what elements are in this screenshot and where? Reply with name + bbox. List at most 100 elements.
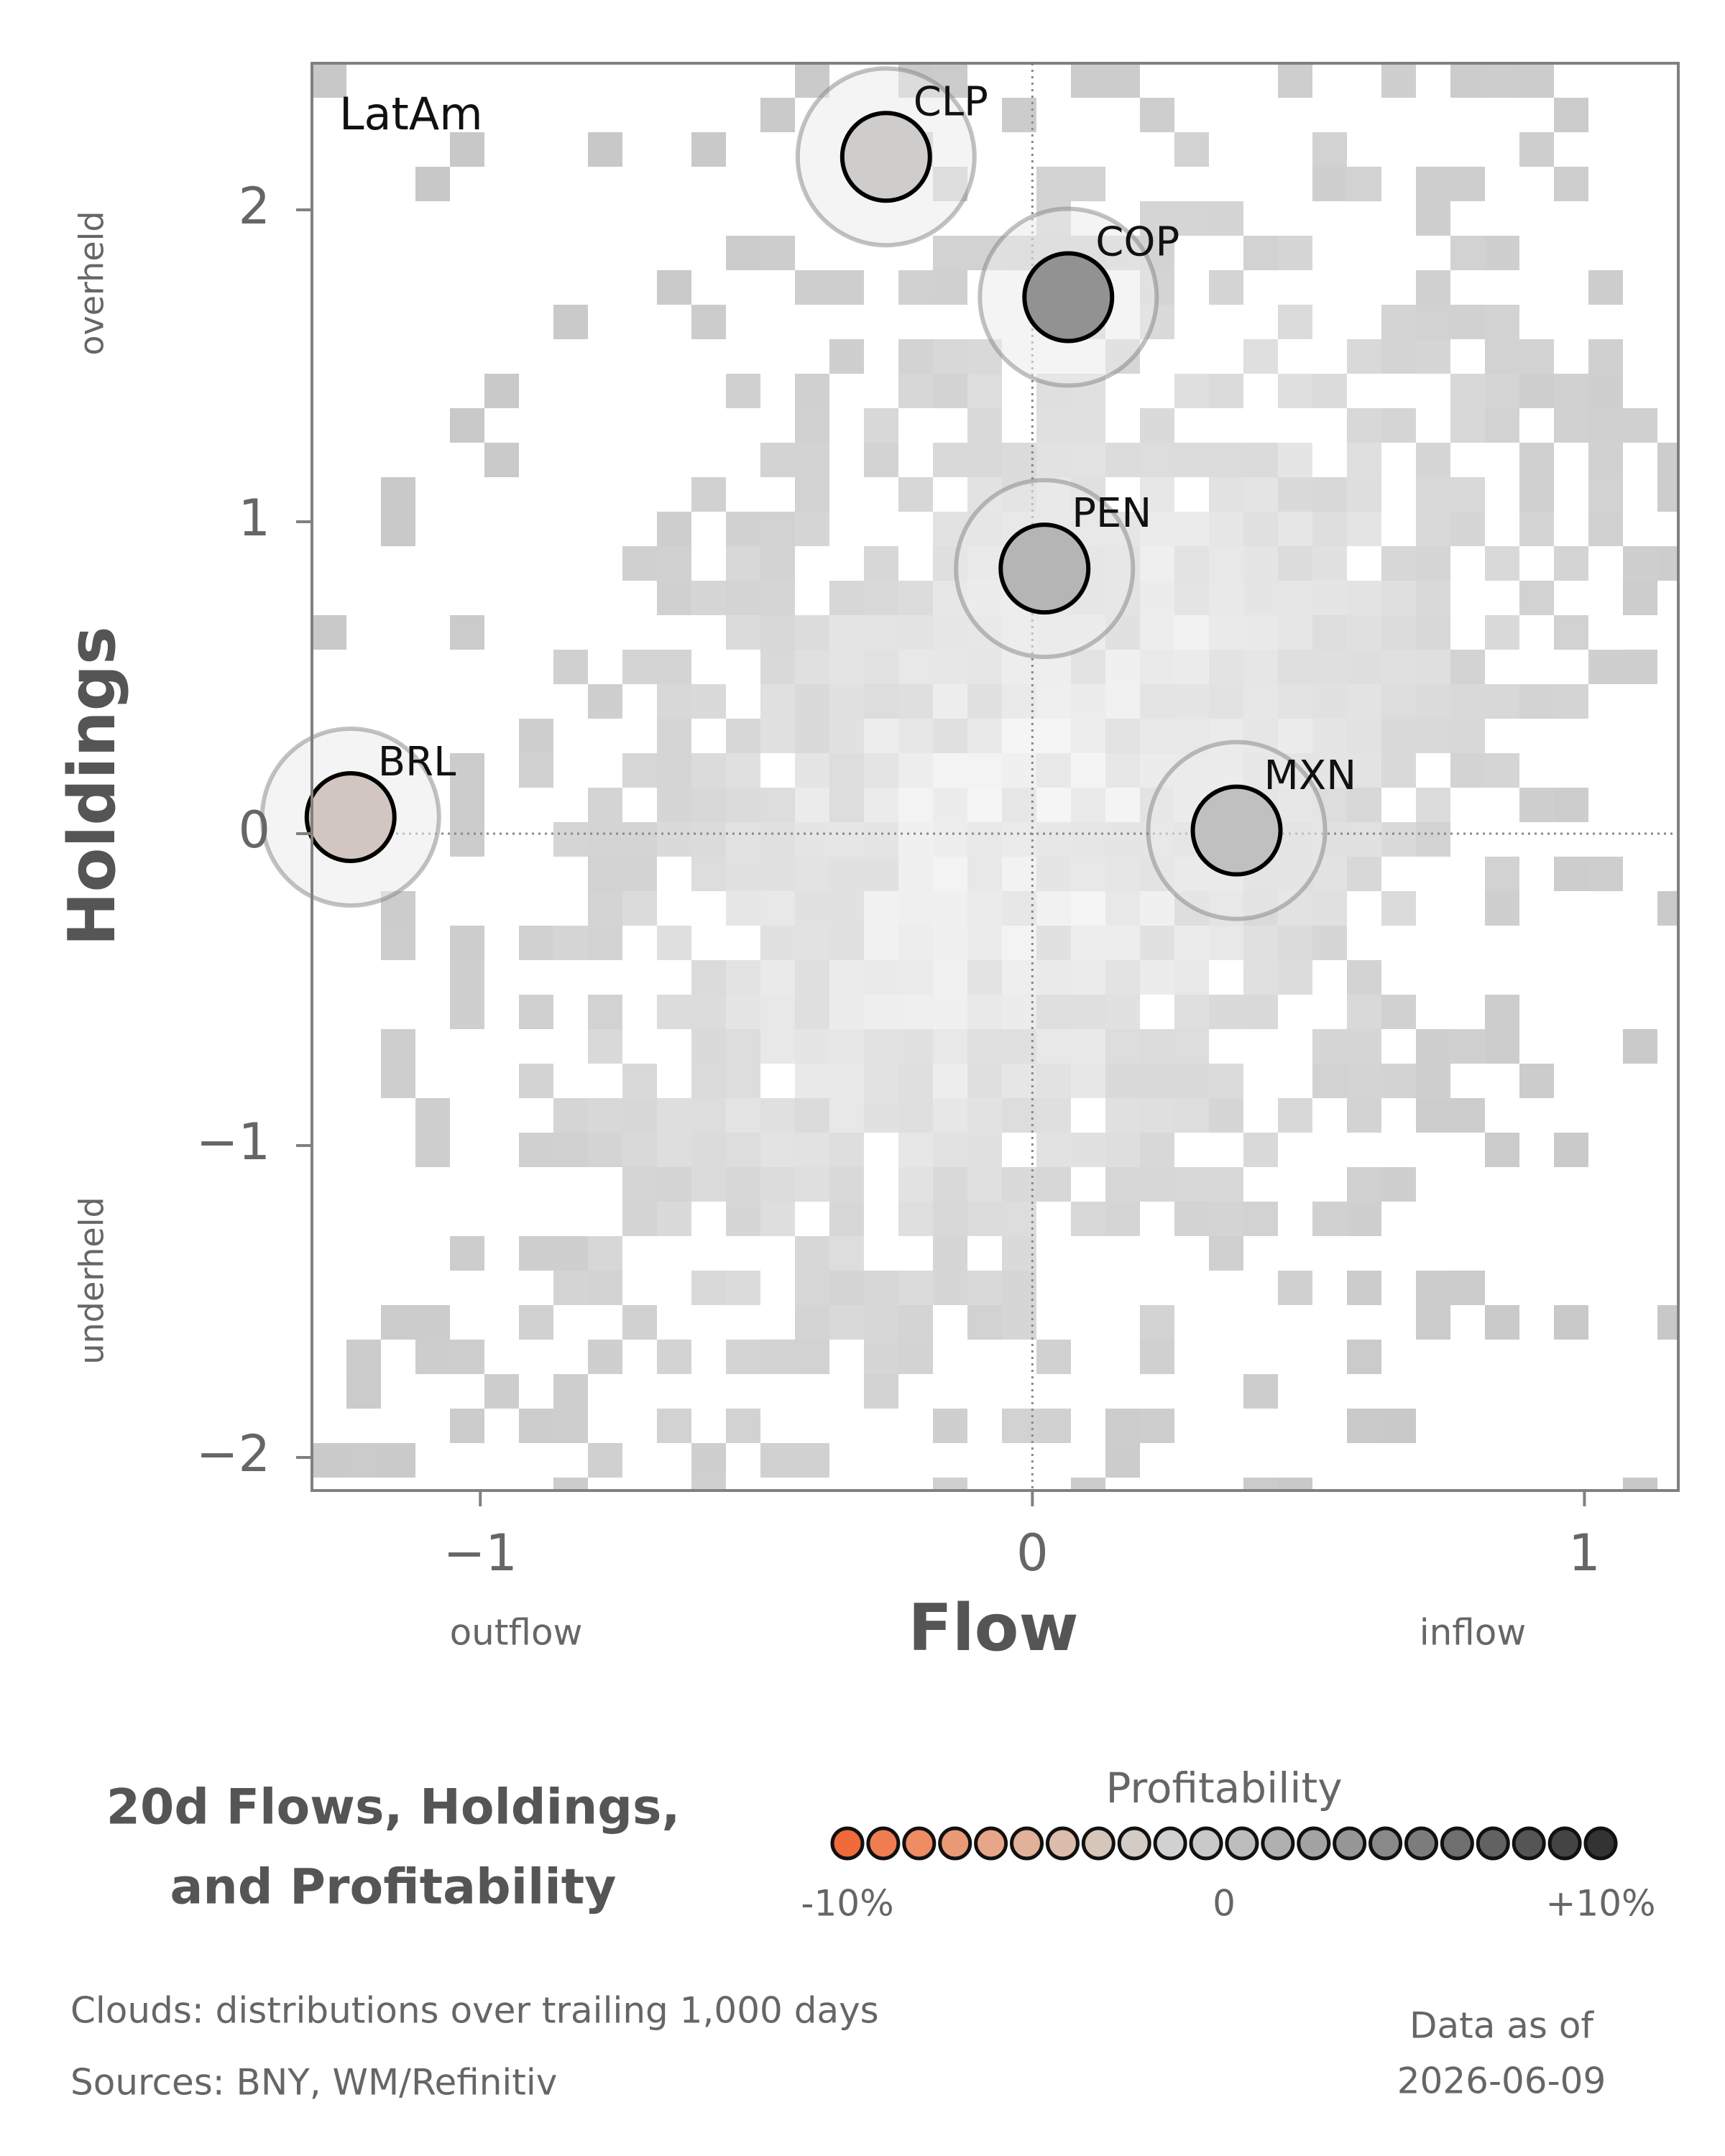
cloud-cell [864, 857, 898, 891]
cloud-cell [933, 788, 967, 822]
cloud-cell [933, 684, 967, 719]
cloud-cell [967, 1271, 1002, 1305]
cloud-cell [1450, 167, 1485, 201]
cloud-cell [933, 1167, 967, 1202]
cloud-cell [1381, 581, 1416, 615]
cloud-cell [1312, 753, 1347, 788]
cloud-cell [1519, 339, 1554, 374]
cloud-cell [691, 788, 726, 822]
cloud-cell [1071, 1133, 1105, 1167]
cloud-cell [1140, 1029, 1174, 1064]
cloud-cell [1036, 719, 1071, 753]
cloud-cell [829, 926, 864, 960]
cloud-cell [1416, 1064, 1450, 1098]
cloud-cell [691, 822, 726, 857]
y-tick-label: 0 [238, 801, 270, 860]
cloud-cell [1036, 1064, 1071, 1098]
cloud-cell [346, 1443, 381, 1478]
cloud-cell [1174, 581, 1209, 615]
cloud-cell [691, 753, 726, 788]
cloud-cell [657, 719, 691, 753]
cloud-cell [415, 1340, 450, 1374]
cloud-cell [1312, 684, 1347, 719]
cloud-cell [1485, 684, 1519, 719]
cloud-cell [1209, 1236, 1243, 1271]
cloud-cell [657, 822, 691, 857]
cloud-cell [1105, 1133, 1140, 1167]
cloud-cell [1036, 1340, 1071, 1374]
cloud-cell [1002, 684, 1036, 719]
cloud-cell [657, 684, 691, 719]
cloud-cell [1071, 822, 1105, 857]
cloud-cell [1105, 443, 1140, 477]
cloud-cell [1243, 581, 1278, 615]
cloud-cell [1519, 684, 1554, 719]
x-high-label: inflow [1420, 1612, 1527, 1654]
cloud-cell [864, 650, 898, 684]
cloud-cell [588, 1443, 622, 1478]
cloud-cell [898, 1202, 933, 1236]
cloud-cell [1416, 650, 1450, 684]
cloud-cell [1105, 788, 1140, 822]
cloud-cell [1312, 1029, 1347, 1064]
cloud-cell [1105, 63, 1140, 98]
cloud-cell [1381, 753, 1416, 788]
cloud-cell [726, 512, 760, 546]
x-tick-label: 1 [1568, 1524, 1601, 1583]
cloud-cell [1519, 1064, 1554, 1098]
cloud-cell [726, 236, 760, 270]
cloud-cell [1347, 1202, 1381, 1236]
cloud-cell [657, 1409, 691, 1443]
cloud-cell [1416, 684, 1450, 719]
cloud-cell [657, 995, 691, 1029]
cloud-cell [898, 1271, 933, 1305]
y-low-label: underheld [73, 1197, 111, 1364]
cloud-cell [1347, 788, 1381, 822]
cloud-cell [1071, 926, 1105, 960]
cloud-cell [795, 1443, 829, 1478]
cloud-cell [1002, 1305, 1036, 1340]
cloud-cell [1312, 477, 1347, 512]
cloud-cell [795, 857, 829, 891]
cloud-cell [691, 1167, 726, 1202]
cloud-cell [1416, 719, 1450, 753]
cloud-cell [760, 1167, 795, 1202]
cloud-cell [1036, 1098, 1071, 1133]
cloud-cell [415, 1305, 450, 1340]
cloud-cell [898, 1340, 933, 1374]
cloud-cell [1071, 167, 1105, 201]
colorbar: -10% 0 +10% [801, 1826, 1656, 1925]
cloud-cell [829, 615, 864, 650]
cloud-cell [1174, 1202, 1209, 1236]
cloud-cell [933, 719, 967, 753]
cloud-cell [933, 1236, 967, 1271]
point [304, 770, 397, 863]
cloud-cell [898, 1167, 933, 1202]
cloud-cell [829, 995, 864, 1029]
cloud-cell [933, 857, 967, 891]
cloud-cell [484, 1374, 519, 1409]
cloud-cell [1347, 995, 1381, 1029]
cloud-cell [1002, 1167, 1036, 1202]
cloud-cell [864, 995, 898, 1029]
cloud-cell [795, 615, 829, 650]
cloud-cell [1105, 719, 1140, 753]
cloud-cell [1554, 408, 1588, 443]
cloud-cell [1312, 374, 1347, 408]
cloud-cell [864, 1029, 898, 1064]
cloud-cell [1623, 581, 1657, 615]
cloud-cell [1381, 546, 1416, 581]
cloud-cell [829, 1202, 864, 1236]
cloud-cell [898, 650, 933, 684]
cloud-cell [519, 1409, 553, 1443]
cloud-cell [1071, 1478, 1105, 1491]
cloud-cell [622, 1305, 657, 1340]
cloud-cell [657, 926, 691, 960]
cloud-cell [588, 788, 622, 822]
cloud-cell [967, 408, 1002, 443]
cloud-cell [1416, 305, 1450, 339]
cloud-cell [588, 1029, 622, 1064]
cloud-cell [1381, 1064, 1416, 1098]
plot: CLP COP PEN BRL MXN [259, 63, 1678, 1491]
cloud-cell [829, 581, 864, 615]
